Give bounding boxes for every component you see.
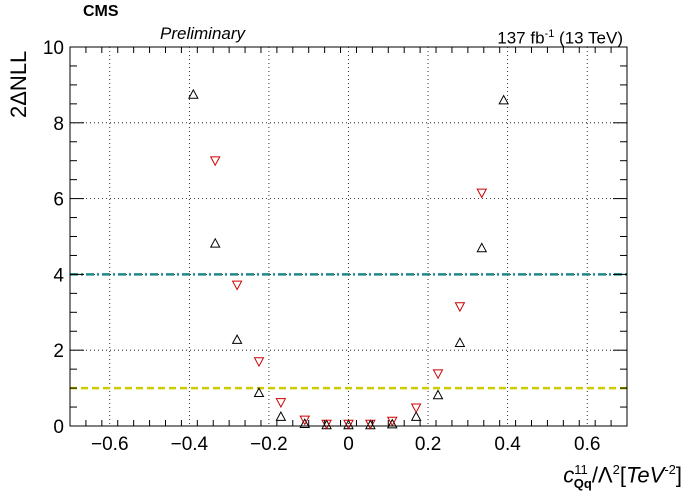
data-point-triangle-down: [321, 419, 332, 430]
plot-frame: [69, 46, 628, 427]
data-point-triangle-down: [386, 416, 398, 427]
y-tick-label: 10: [43, 38, 64, 59]
data-point-triangle-up: [275, 410, 287, 421]
data-point-triangle-up: [410, 410, 422, 421]
data-point-triangle-up: [386, 418, 398, 429]
x-axis-unit: TeV: [625, 462, 665, 488]
y-tick-label: 2: [53, 341, 64, 362]
y-tick-label: 6: [53, 190, 64, 211]
experiment-label: CMS: [83, 3, 119, 20]
luminosity-value: 137 fb: [497, 28, 545, 48]
data-point-triangle-up: [209, 237, 221, 248]
x-tick-label: −0.6: [91, 434, 129, 455]
data-point-triangle-down: [476, 188, 488, 199]
data-point-triangle-down: [410, 403, 422, 414]
reference-lines: [70, 273, 627, 390]
energy-label: (13 TeV): [559, 28, 623, 48]
data-point-triangle-up: [454, 337, 466, 347]
x-tick-label: 0: [343, 434, 354, 455]
data-point-triangle-up: [365, 419, 376, 430]
x-tick-label: 0.2: [415, 434, 441, 455]
x-axis-label: c11Qq/Λ2[TeV-2]: [563, 462, 682, 491]
data-point-triangle-down: [231, 280, 243, 291]
data-point-triangle-down: [432, 369, 444, 380]
data-point-triangle-up: [253, 387, 265, 397]
data-point-triangle-down: [253, 357, 265, 368]
tick-labels: −0.6 −0.4 −0.2 0 0.2 0.4 0.6 0 2 4 6 8 10: [43, 38, 601, 455]
data-point-triangle-down: [275, 398, 287, 409]
data-point-triangle-up: [432, 389, 444, 400]
x-tick-label: 0.4: [494, 434, 521, 455]
data-point-triangle-down: [365, 419, 376, 430]
data-point-triangle-up: [498, 94, 510, 105]
x-axis-denom-exp: 2: [612, 462, 620, 477]
y-tick-label: 8: [53, 114, 64, 135]
data-point-triangle-down: [454, 302, 466, 313]
data-point-triangle-up: [476, 242, 488, 253]
status-label: Preliminary: [160, 24, 246, 43]
grid-lines: [70, 46, 627, 427]
y-tick-label: 0: [53, 417, 64, 438]
x-axis-sub: Qq: [573, 475, 592, 491]
x-axis-sup: 11: [574, 462, 588, 477]
y-axis-label: 2ΔNLL: [6, 50, 31, 118]
data-point-triangle-down: [299, 415, 311, 426]
data-point-triangle-up: [343, 419, 354, 430]
x-axis-unit-close: ]: [675, 462, 682, 488]
data-point-triangle-down: [209, 156, 221, 167]
luminosity-label: 137 fb-1 (13 TeV): [497, 24, 623, 49]
x-tick-label: −0.4: [171, 434, 209, 455]
x-axis-symbol: c: [563, 462, 575, 488]
x-axis-unit-open: [: [619, 462, 626, 488]
x-axis-unit-exp: -2: [664, 462, 676, 477]
data-point-triangle-down: [343, 419, 354, 430]
data-point-triangle-up: [299, 418, 311, 429]
x-tick-label: −0.2: [250, 434, 288, 455]
axis-ticks: [69, 46, 628, 427]
luminosity-exponent: -1: [544, 28, 555, 40]
data-point-triangle-up: [231, 334, 243, 344]
x-axis-denominator: /Λ: [591, 462, 613, 488]
x-tick-label: 0.6: [574, 434, 600, 455]
y-tick-label: 4: [53, 265, 64, 286]
data-point-triangle-up: [187, 88, 199, 99]
data-point-triangle-up: [321, 419, 332, 430]
